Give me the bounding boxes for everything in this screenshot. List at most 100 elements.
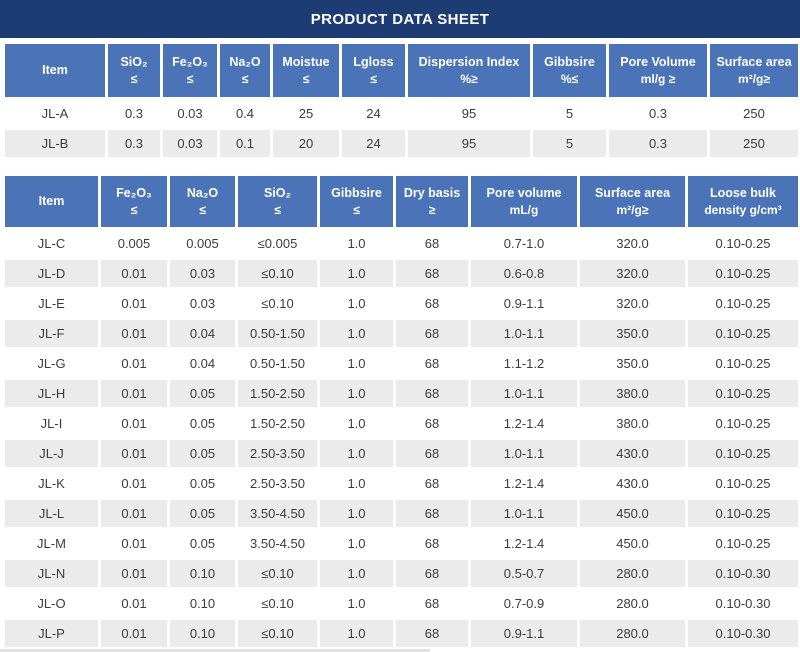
value-cell: 68: [396, 320, 468, 347]
value-cell: 0.04: [170, 350, 235, 377]
value-cell: ≤0.10: [238, 620, 317, 647]
value-cell: 3.50-4.50: [238, 500, 317, 527]
value-cell: 68: [396, 500, 468, 527]
item-cell: JL-L: [5, 500, 98, 527]
value-cell: 0.7-1.0: [471, 230, 577, 257]
value-cell: 0.01: [101, 590, 167, 617]
value-cell: 5: [533, 130, 606, 157]
value-cell: 2.50-3.50: [238, 440, 317, 467]
value-cell: 68: [396, 620, 468, 647]
column-label: Item: [38, 194, 65, 209]
column-constraint: ≤: [186, 71, 194, 86]
value-cell: 1.0: [320, 500, 393, 527]
value-cell: 68: [396, 230, 468, 257]
value-cell: 1.0: [320, 440, 393, 467]
value-cell: 250: [710, 130, 798, 157]
title-bar: PRODUCT DATA SHEET: [0, 0, 800, 38]
column-constraint: ≤: [370, 71, 377, 86]
column-header: Fe₂O₃ ≤: [163, 44, 217, 97]
column-constraint: m²/g≥: [616, 202, 649, 217]
value-cell: 0.01: [101, 560, 167, 587]
column-header: Gibbsire ≤: [320, 176, 393, 227]
value-cell: 0.50-1.50: [238, 320, 317, 347]
table-row: JL-G 0.01 0.04 0.50-1.50 1.0 68 1.1-1.2 350.0 0.…: [5, 350, 798, 377]
column-header: Loose bulk density g/cm³: [688, 176, 798, 227]
value-cell: 3.50-4.50: [238, 530, 317, 557]
value-cell: 68: [396, 410, 468, 437]
value-cell: 0.10-0.25: [688, 440, 798, 467]
value-cell: 0.03: [170, 290, 235, 317]
column-constraint: ≤: [241, 71, 249, 86]
value-cell: 320.0: [580, 260, 685, 287]
value-cell: 95: [408, 130, 530, 157]
value-cell: ≤0.10: [238, 260, 317, 287]
spec-table-secondary: Item Fe₂O₃ ≤ Na₂O ≤ SiO₂ ≤ Gibbsire ≤ Dry basis ≥ P…: [2, 173, 800, 650]
value-cell: 250: [710, 100, 798, 127]
cutoff-content-sliver: [0, 649, 430, 652]
column-constraint: ≥: [428, 202, 436, 217]
value-cell: 68: [396, 290, 468, 317]
value-cell: 95: [408, 100, 530, 127]
column-header: Surface area m²/g≥: [710, 44, 798, 97]
value-cell: 0.10-0.25: [688, 470, 798, 497]
value-cell: 0.3: [609, 130, 707, 157]
column-header: Gibbsire %≤: [533, 44, 606, 97]
value-cell: 0.05: [170, 440, 235, 467]
value-cell: 0.10: [170, 560, 235, 587]
value-cell: 1.0: [320, 470, 393, 497]
value-cell: 0.10-0.25: [688, 380, 798, 407]
column-header: SiO₂ ≤: [238, 176, 317, 227]
item-cell: JL-F: [5, 320, 98, 347]
table-row: JL-D 0.01 0.03 ≤0.10 1.0 68 0.6-0.8 320.0 0.10-0…: [5, 260, 798, 287]
column-label: Surface area: [716, 54, 792, 69]
value-cell: 0.01: [101, 290, 167, 317]
column-header: Pore volume mL/g: [471, 176, 577, 227]
value-cell: 68: [396, 440, 468, 467]
value-cell: 0.10-0.30: [688, 560, 798, 587]
value-cell: 0.3: [108, 130, 160, 157]
item-cell: JL-H: [5, 380, 98, 407]
item-cell: JL-K: [5, 470, 98, 497]
value-cell: 0.05: [170, 380, 235, 407]
value-cell: 0.10-0.25: [688, 410, 798, 437]
value-cell: 1.0-1.1: [471, 380, 577, 407]
value-cell: 0.10-0.25: [688, 290, 798, 317]
value-cell: 0.01: [101, 500, 167, 527]
column-label: Moistue: [282, 54, 330, 69]
column-header: Pore Volume ml/g ≥: [609, 44, 707, 97]
value-cell: 68: [396, 560, 468, 587]
column-label: Pore volume: [486, 185, 562, 200]
value-cell: 320.0: [580, 290, 685, 317]
column-constraint: density g/cm³: [704, 202, 782, 217]
value-cell: 350.0: [580, 350, 685, 377]
column-constraint: ≤: [130, 202, 138, 217]
column-constraint: ≤: [353, 202, 360, 217]
table-row: JL-F 0.01 0.04 0.50-1.50 1.0 68 1.0-1.1 350.0 0.…: [5, 320, 798, 347]
value-cell: 280.0: [580, 590, 685, 617]
table-row: JL-E 0.01 0.03 ≤0.10 1.0 68 0.9-1.1 320.0 0.10-0…: [5, 290, 798, 317]
value-cell: 0.9-1.1: [471, 620, 577, 647]
column-label: Fe₂O₃: [172, 54, 208, 69]
column-header: Moistue ≤: [273, 44, 339, 97]
item-cell: JL-C: [5, 230, 98, 257]
column-label: Pore Volume: [620, 54, 696, 69]
value-cell: 1.50-2.50: [238, 410, 317, 437]
value-cell: 0.01: [101, 620, 167, 647]
spec-table-primary: Item SiO₂ ≤ Fe₂O₃ ≤ Na₂O ≤ Moistue ≤ Lgloss ≤ Dispe…: [2, 41, 800, 160]
column-label: Item: [42, 63, 68, 78]
item-cell: JL-A: [5, 100, 105, 127]
column-constraint: ≤: [130, 71, 138, 86]
value-cell: 1.0: [320, 290, 393, 317]
value-cell: 0.01: [101, 350, 167, 377]
value-cell: 1.0: [320, 230, 393, 257]
item-cell: JL-N: [5, 560, 98, 587]
column-label: Loose bulk: [710, 185, 776, 200]
column-constraint: %≥: [460, 71, 478, 86]
value-cell: 0.10-0.25: [688, 350, 798, 377]
value-cell: 24: [342, 100, 405, 127]
column-label: Dry basis: [403, 185, 461, 200]
value-cell: 280.0: [580, 560, 685, 587]
value-cell: 0.10-0.30: [688, 620, 798, 647]
value-cell: 0.05: [170, 530, 235, 557]
column-label: Lgloss: [353, 54, 394, 69]
